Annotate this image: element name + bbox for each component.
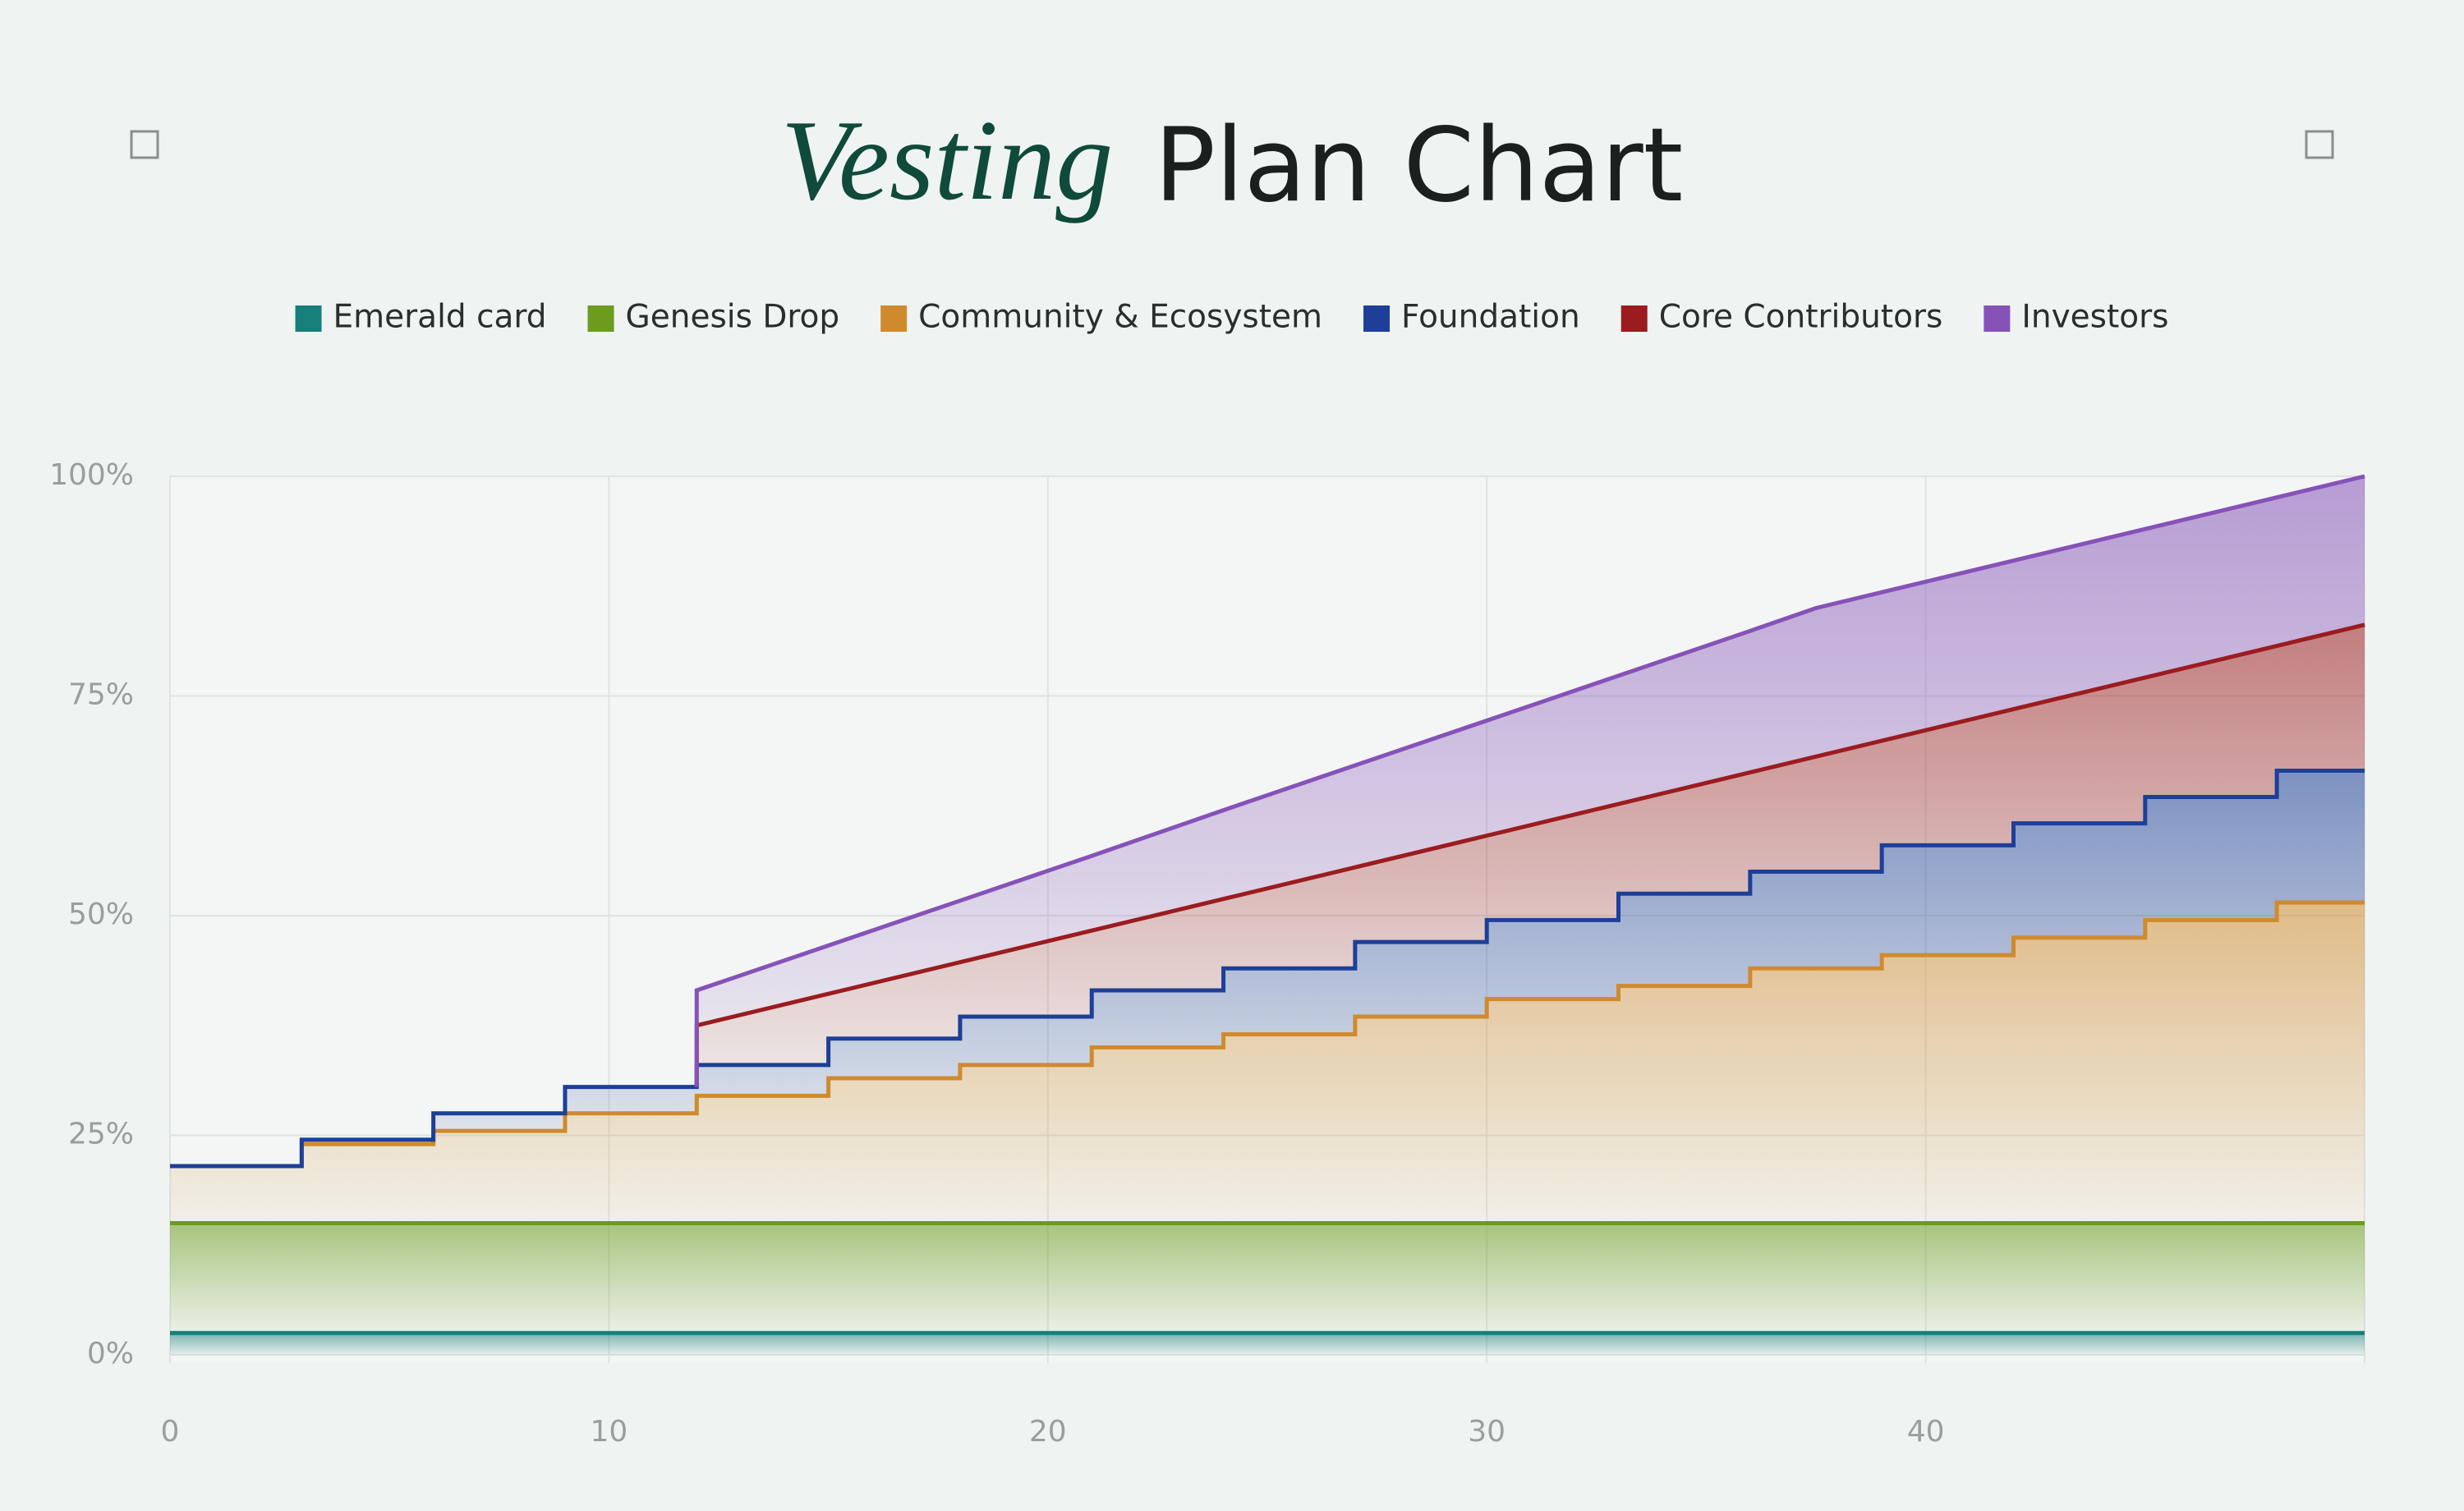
legend-label: Core Contributors — [1659, 299, 1943, 336]
chart-title: Vesting Plan Chart — [781, 97, 1683, 225]
x-tick-label: 20 — [1029, 1415, 1067, 1449]
y-tick-label: 50% — [68, 898, 134, 931]
title-text: Plan Chart — [1154, 107, 1683, 225]
legend-marker — [295, 305, 322, 332]
legend-label: Genesis Drop — [626, 299, 840, 336]
legend-item: Community & Ecosystem — [880, 299, 1322, 336]
legend-item: Emerald card — [295, 299, 547, 336]
legend-label: Emerald card — [333, 299, 547, 336]
y-tick-label: 75% — [68, 678, 134, 712]
series-line — [170, 900, 2365, 1169]
legend-marker — [1620, 305, 1648, 332]
legend-label: Community & Ecosystem — [918, 299, 1322, 336]
legend-item: Genesis Drop — [587, 299, 840, 336]
series-line — [694, 622, 2365, 1087]
title-emphasis: Vesting — [781, 97, 1113, 224]
legend-marker — [587, 305, 614, 332]
area — [696, 476, 2365, 1087]
area — [170, 1333, 2365, 1355]
lines — [170, 474, 2365, 1335]
legend-marker — [1984, 305, 2011, 332]
legend: Emerald card Genesis Drop Community & Ecos… — [295, 299, 2168, 336]
area — [170, 1223, 2365, 1334]
y-tick-label: 25% — [68, 1118, 134, 1151]
legend-label: Foundation — [1401, 299, 1580, 336]
corner-box — [2305, 130, 2334, 159]
legend-item: Investors — [1984, 299, 2168, 336]
legend-label: Investors — [2021, 299, 2168, 336]
legend-marker — [1363, 305, 1391, 332]
area — [170, 902, 2365, 1224]
area — [696, 624, 2365, 1087]
series-line — [170, 768, 2365, 1169]
legend-item: Foundation — [1363, 299, 1580, 336]
x-tick-label: 40 — [1907, 1415, 1945, 1449]
x-tick-label: 0 — [161, 1415, 180, 1449]
legend-marker — [880, 305, 908, 332]
legend-item: Core Contributors — [1620, 299, 1943, 336]
corner-box — [130, 130, 159, 159]
series-line — [694, 474, 2365, 1087]
x-tick-label: 10 — [590, 1415, 627, 1449]
y-tick-label: 0% — [87, 1337, 134, 1371]
x-tick-label: 30 — [1468, 1415, 1506, 1449]
y-tick-label: 100% — [49, 458, 134, 492]
